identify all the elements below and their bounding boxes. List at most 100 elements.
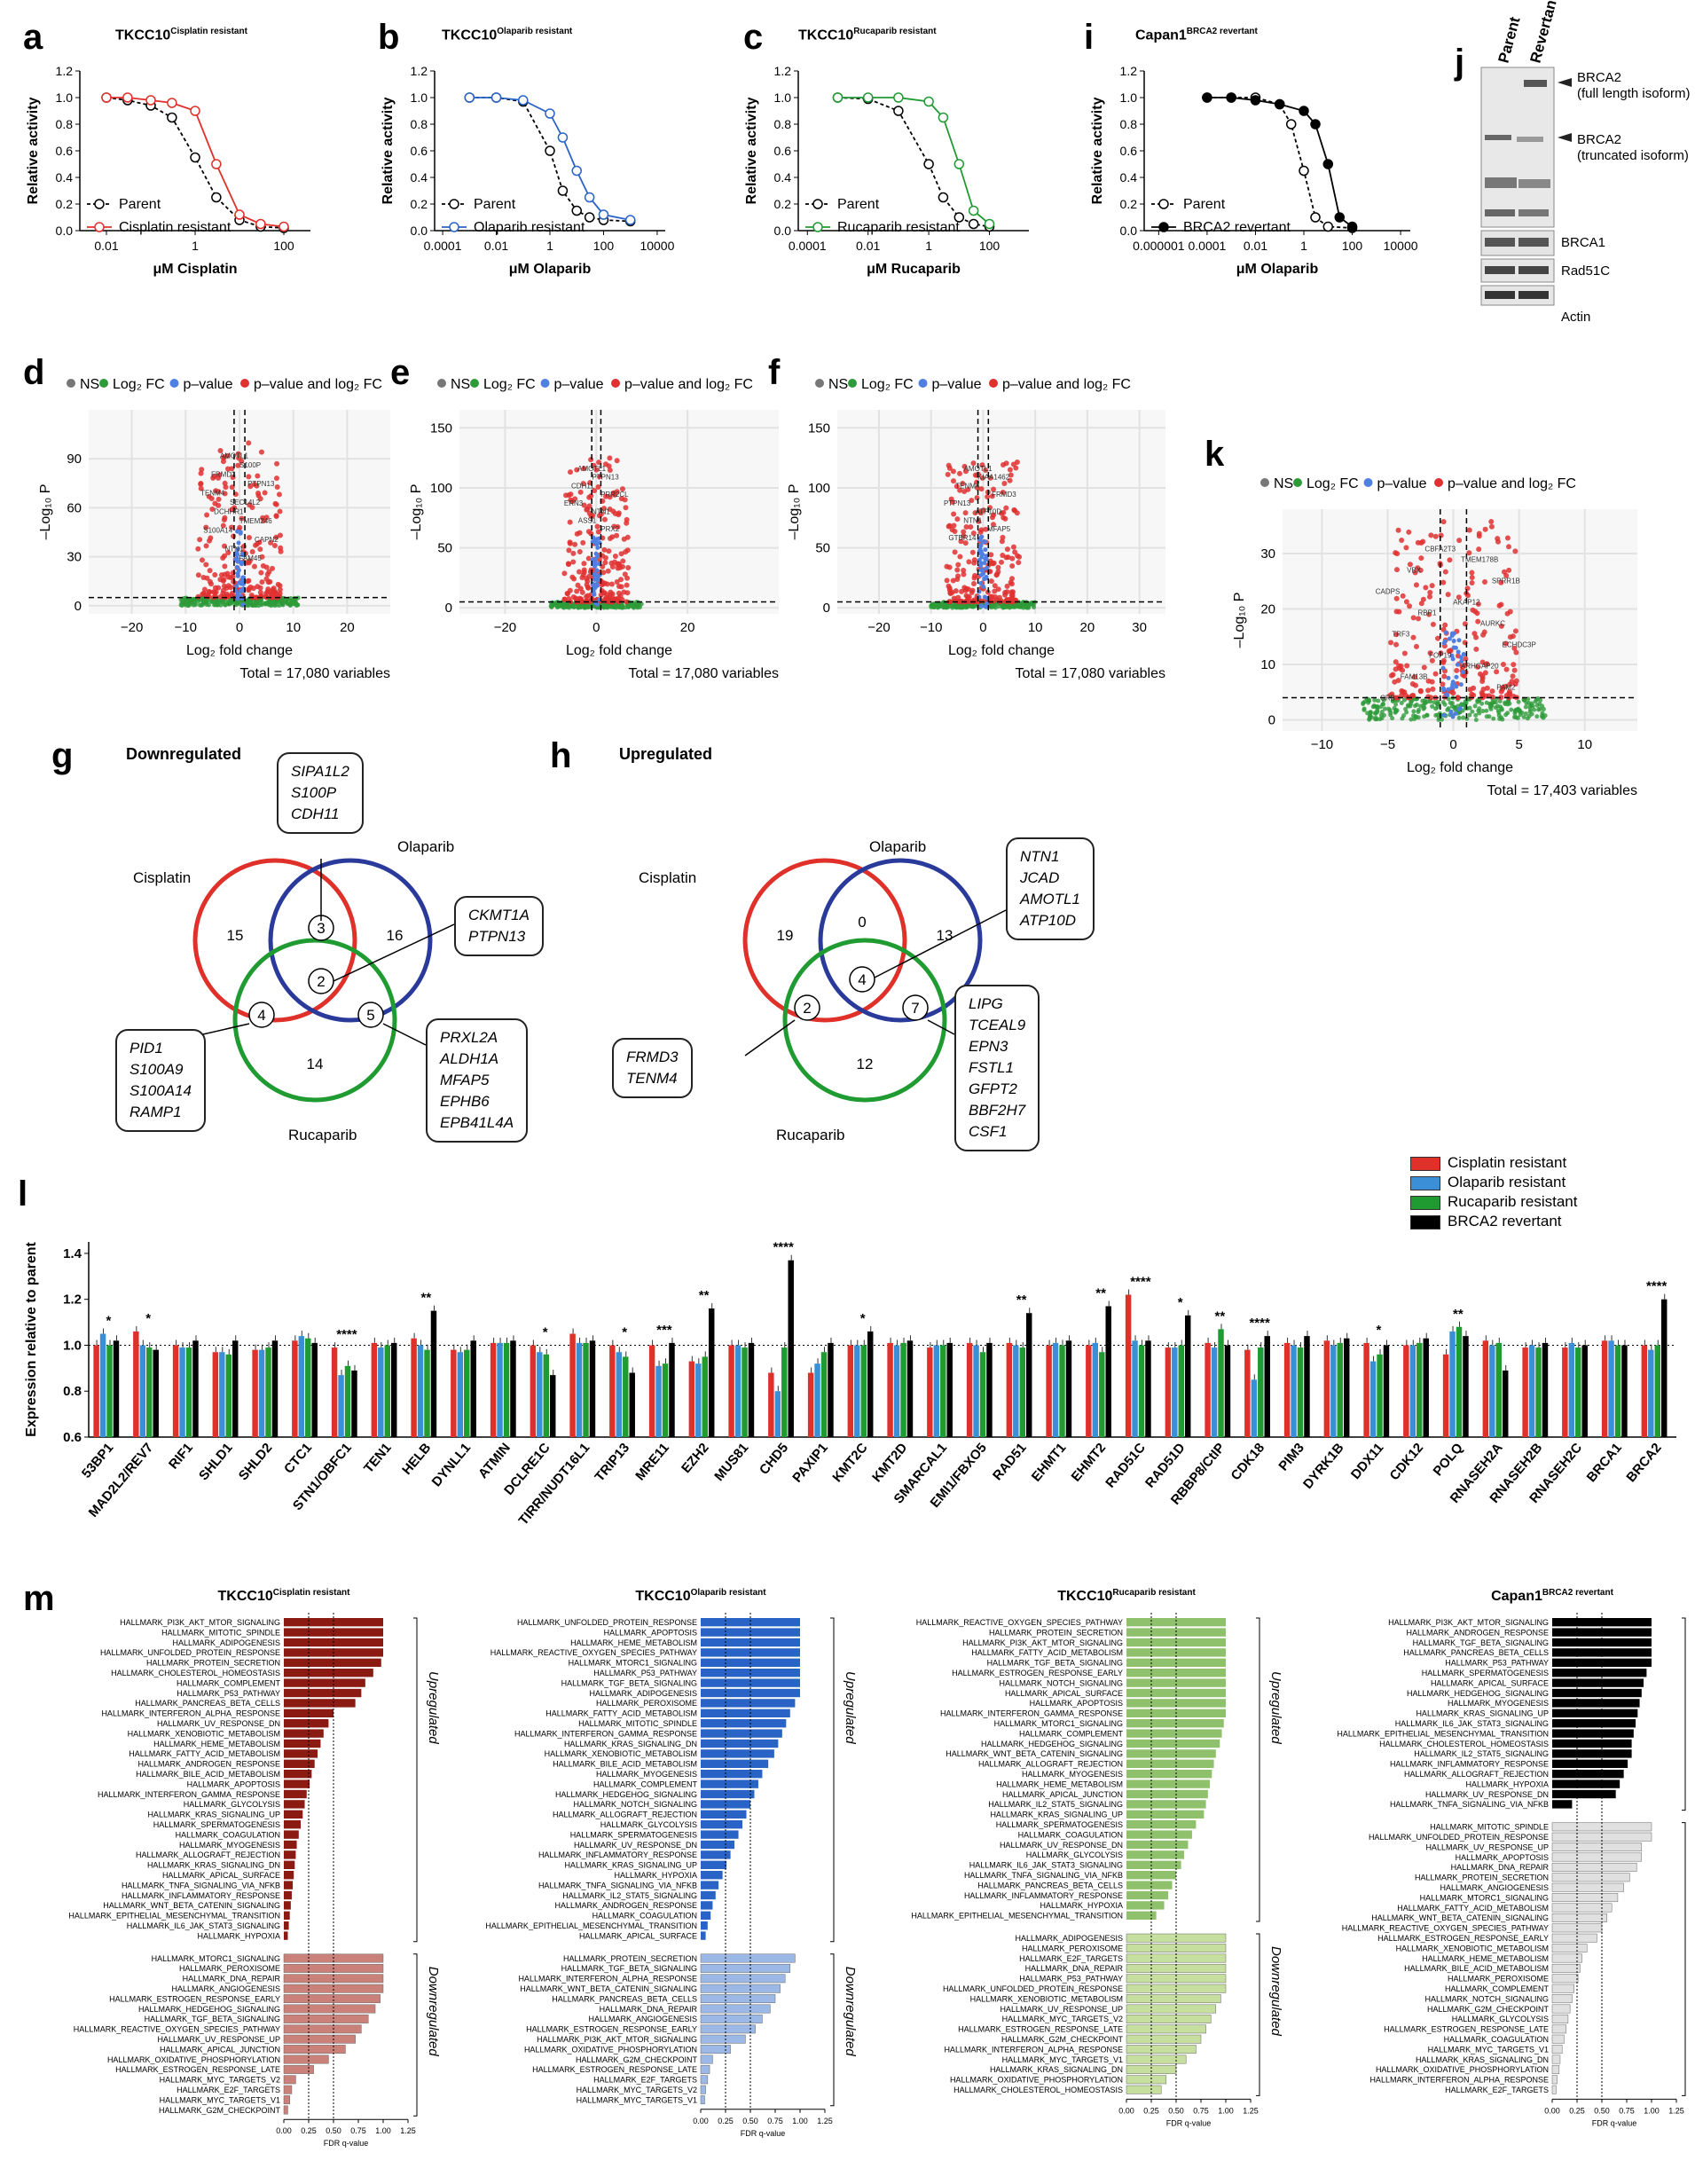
gsea-bar-down <box>1551 1882 1624 1892</box>
bar <box>271 1340 279 1437</box>
bar <box>384 1345 390 1437</box>
gsea-bar-down <box>1551 2075 1558 2085</box>
venn-circle-rucaparib <box>232 938 397 1103</box>
data-point <box>624 215 636 225</box>
point-sig <box>992 583 998 589</box>
gsea-bar-up <box>701 1921 708 1930</box>
point-ns <box>226 601 231 606</box>
point-ns <box>931 602 937 608</box>
point-p <box>1460 670 1465 675</box>
point-sig <box>979 462 985 468</box>
pathway-label: HALLMARK_HEME_METABOLISM <box>996 1779 1123 1788</box>
point-sig <box>251 563 257 570</box>
bar <box>1244 1349 1251 1437</box>
upregulated-label: Upregulated <box>426 1671 441 1744</box>
significance-stars: * <box>145 1311 151 1326</box>
gsea-chart-rucaparib: TKCC10Rucaparib resistantHALLMARK_REACTI… <box>911 1588 1283 2127</box>
gsea-bar-up <box>1126 1749 1216 1758</box>
pathway-label: HALLMARK_ESTROGEN_RESPONSE_LATE <box>1384 2025 1549 2034</box>
point-p <box>1453 645 1458 650</box>
y-tick-label: 10 <box>1260 657 1275 672</box>
point-sig <box>1401 689 1408 695</box>
pathway-label: HALLMARK_UV_RESPONSE_DN <box>1425 1790 1549 1799</box>
gsea-bar-down <box>700 2095 705 2105</box>
x-tick-label: 0.00 <box>693 2117 709 2125</box>
point-sig <box>580 539 586 546</box>
point-sig <box>605 568 611 574</box>
data-point <box>145 95 156 106</box>
point-sig <box>1417 688 1424 695</box>
x-axis-label: FDR q-value <box>1592 2118 1637 2127</box>
point-p <box>1458 655 1464 660</box>
point-p <box>239 560 245 565</box>
bar <box>430 1310 437 1437</box>
pathway-label: HALLMARK_PANCREAS_BETA_CELLS <box>977 1881 1123 1889</box>
pathway-label: HALLMARK_PANCREAS_BETA_CELLS <box>135 1699 280 1708</box>
bracket-up <box>413 1617 418 1943</box>
point-ns <box>1459 702 1464 707</box>
pathway-label: HALLMARK_TGF_BETA_SIGNALING <box>1413 1638 1549 1647</box>
x-tick-label: 0.50 <box>742 2117 758 2125</box>
blot-label-full-length: (full length isoform) <box>1577 86 1691 101</box>
pathway-label: HALLMARK_ANGIOGENESIS <box>171 1984 280 1993</box>
gsea-bar-up <box>701 1729 782 1738</box>
point-sig <box>950 478 956 484</box>
gene-tick-label: EHMT1 <box>1029 1441 1070 1485</box>
point-sig <box>946 523 952 530</box>
bar <box>1283 1342 1291 1437</box>
point-sig <box>1394 695 1401 701</box>
bar <box>1495 1342 1502 1437</box>
point-sig <box>1007 467 1013 473</box>
point-p <box>1449 685 1455 690</box>
bar <box>1013 1345 1019 1437</box>
x-tick-label: −20 <box>494 620 516 635</box>
bar <box>390 1342 397 1437</box>
pathway-label: HALLMARK_INFLAMMATORY_RESPONSE <box>964 1891 1123 1900</box>
point-sig <box>570 550 577 556</box>
pathway-label: HALLMARK_WNT_BETA_CATENIN_SIGNALING <box>103 1901 280 1910</box>
data-point <box>1310 212 1321 223</box>
point-sig <box>1393 641 1400 648</box>
point-sig <box>595 484 601 491</box>
point-sig <box>1469 580 1475 586</box>
point-ns <box>1375 705 1380 711</box>
gene-label: AURKC <box>1480 620 1505 628</box>
x-tick-label: −20 <box>867 620 890 635</box>
bar <box>648 1345 655 1437</box>
point-sig <box>1418 555 1424 562</box>
gene-label: S100P <box>239 461 261 469</box>
data-point <box>1310 119 1321 130</box>
point-sig <box>623 505 629 511</box>
y-tick-label: 30 <box>67 550 82 565</box>
gsea-bar-up <box>701 1628 800 1637</box>
pathway-label: HALLMARK_HYPOXIA <box>197 1931 280 1940</box>
bar <box>979 1352 986 1437</box>
point-sig <box>1454 667 1460 673</box>
gene-box-g-center: CKMT1A PTPN13 <box>454 896 544 956</box>
gsea-bar-up <box>701 1890 716 1900</box>
pathway-label: HALLMARK_P53_PATHWAY <box>593 1669 697 1677</box>
point-sig <box>216 472 223 478</box>
gsea-bar-down <box>1551 2054 1561 2064</box>
point-sig <box>971 575 977 581</box>
point-sig <box>588 457 594 463</box>
point-sig <box>625 565 632 571</box>
gsea-bar-up <box>701 1931 706 1940</box>
point-sig <box>1471 692 1477 698</box>
legend-dot <box>169 379 179 388</box>
point-sig <box>619 486 625 492</box>
data-point <box>598 209 609 220</box>
point-sig <box>1473 646 1479 652</box>
point-sig <box>273 475 279 482</box>
venn-count-circle <box>849 966 875 993</box>
point-sig <box>1395 527 1401 533</box>
gsea-bar-up <box>701 1779 758 1788</box>
point-ns <box>295 595 301 601</box>
point-sig <box>1469 575 1475 581</box>
point-sig <box>946 564 953 570</box>
gene-tick-label: SHLD1 <box>196 1441 236 1484</box>
point-sig <box>259 554 265 560</box>
gsea-title-sup: Olaparib resistant <box>691 1588 767 1598</box>
gsea-bar-down <box>1551 1862 1637 1872</box>
bar <box>417 1345 424 1437</box>
